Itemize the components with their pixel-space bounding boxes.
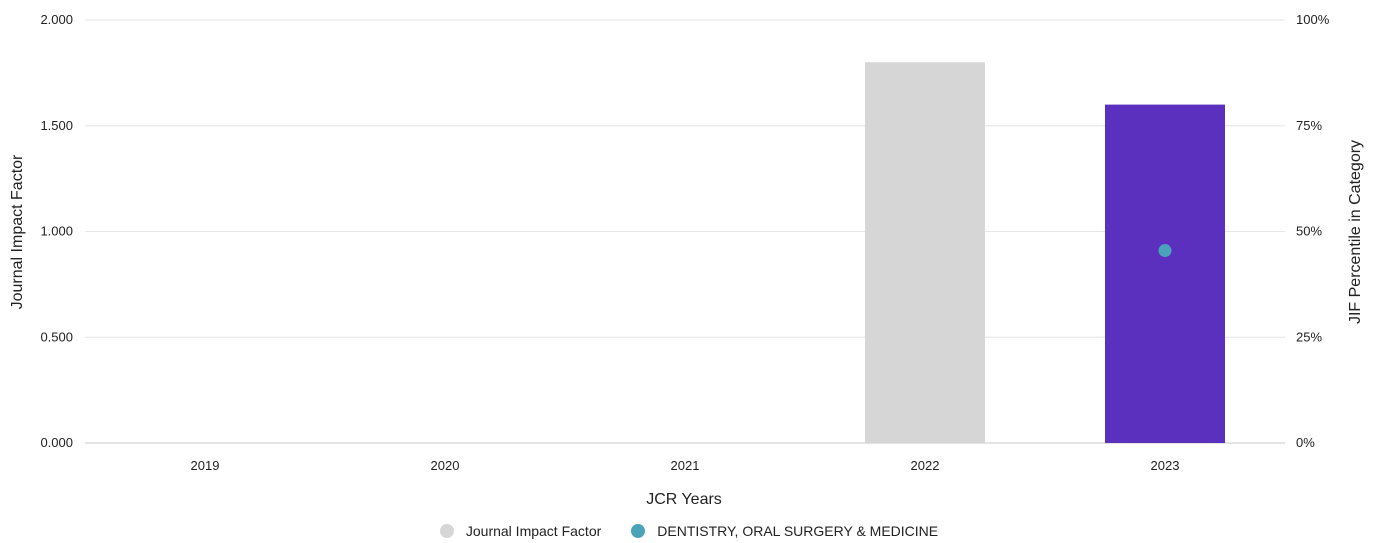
x-axis-ticks: 2019 2020 2021 2022 2023: [191, 458, 1180, 473]
y-tick-left: 0.000: [40, 435, 73, 450]
y-tick-right: 50%: [1296, 224, 1322, 239]
bars: [865, 62, 1225, 444]
legend-item-jif[interactable]: Journal Impact Factor: [439, 523, 602, 539]
x-axis-title: JCR Years: [646, 491, 722, 508]
legend: Journal Impact Factor DENTISTRY, ORAL SU…: [0, 519, 1378, 543]
x-tick: 2023: [1151, 458, 1180, 473]
y-tick-right: 25%: [1296, 329, 1322, 344]
y-tick-left: 0.500: [40, 329, 73, 344]
percentile-point-2023[interactable]: [1158, 244, 1172, 258]
y-tick-right: 100%: [1296, 12, 1330, 27]
gridlines: [85, 19, 1285, 444]
legend-category-dot: [631, 524, 646, 538]
bar-2022[interactable]: [865, 62, 985, 444]
bar-2023[interactable]: [1105, 104, 1225, 443]
legend-item-category[interactable]: DENTISTRY, ORAL SURGERY & MEDICINE: [631, 523, 938, 539]
legend-category-label: DENTISTRY, ORAL SURGERY & MEDICINE: [657, 523, 939, 539]
legend-jif-dot: [439, 524, 454, 538]
x-tick: 2019: [191, 458, 220, 473]
percentile-markers: [1158, 244, 1172, 258]
y-tick-left: 2.000: [40, 12, 73, 27]
y-axis-left-title: Journal Impact Factor: [9, 154, 26, 309]
x-tick: 2020: [431, 458, 460, 473]
y-tick-left: 1.000: [40, 224, 73, 239]
y-tick-left: 1.500: [40, 118, 73, 133]
y-tick-right: 0%: [1296, 435, 1315, 450]
y-axis-right-title: JIF Percentile in Category: [1347, 140, 1364, 324]
legend-jif-label: Journal Impact Factor: [465, 523, 602, 539]
x-tick: 2021: [671, 458, 700, 473]
y-axis-right-ticks: 0% 25% 50% 75% 100%: [1296, 12, 1330, 450]
x-tick: 2022: [911, 458, 940, 473]
y-axis-left-ticks: 0.000 0.500 1.000 1.500 2.000: [40, 12, 73, 450]
y-tick-right: 75%: [1296, 118, 1322, 133]
